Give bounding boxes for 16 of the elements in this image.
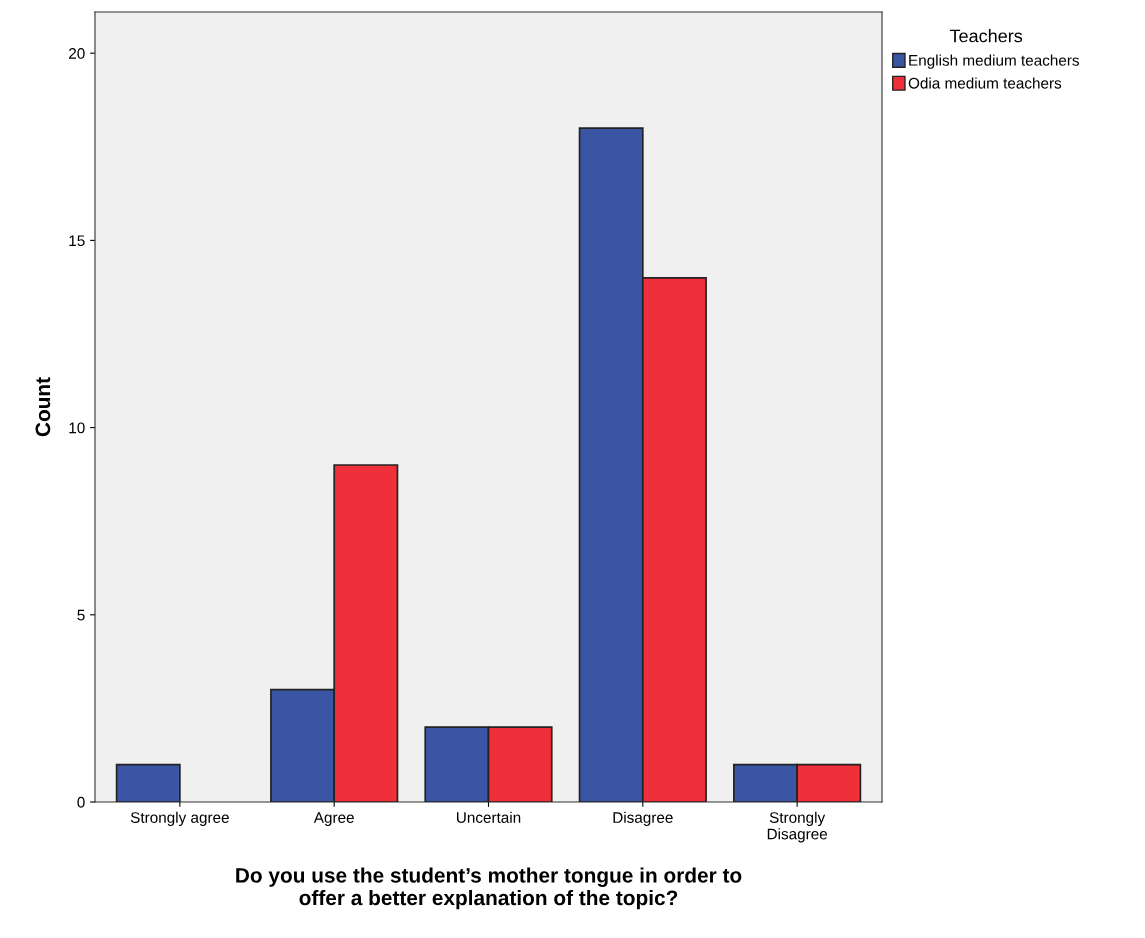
x-tick-label: Disagree (613, 811, 673, 826)
legend-title: Teachers (949, 29, 1023, 43)
y-tick-label: 20 (69, 48, 85, 59)
y-tick-label: 10 (69, 422, 85, 434)
x-tick-label: Strongly Disagree (767, 811, 828, 843)
legend-label: English medium teachers (909, 54, 1079, 69)
x-tick-label: Agree (313, 812, 354, 826)
y-tick-label: 5 (77, 609, 85, 621)
x-tick-label: Uncertain (456, 811, 521, 823)
y-axis-title: Count (35, 377, 51, 437)
y-tick-label: 15 (69, 235, 85, 247)
x-axis-title: Do you use the student’s mother tongue in order to offer a better explanation of the topic? (236, 867, 742, 910)
y-tick-label: 0 (77, 796, 85, 808)
bar (115, 763, 181, 802)
legend-label: Odia medium teachers (908, 77, 1062, 89)
x-tick-label: Strongly agree (130, 811, 229, 826)
